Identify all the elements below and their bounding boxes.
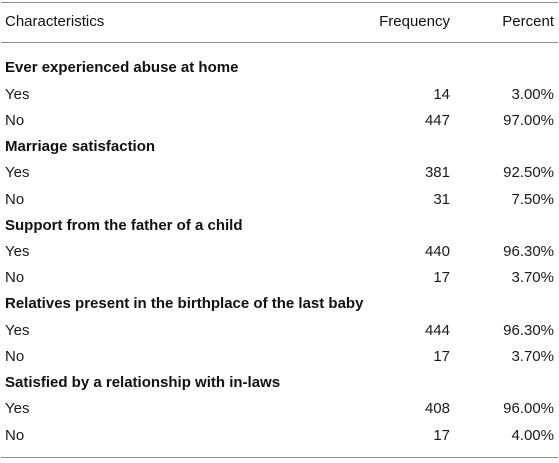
row-percent: 3.70% [511, 348, 554, 365]
section-title: Satisfied by a relationship with in-laws [5, 374, 281, 391]
section-title-row: Relatives present in the birthplace of t… [1, 291, 558, 317]
section-title: Marriage satisfaction [5, 138, 156, 155]
row-label: Yes [5, 86, 30, 103]
section-title: Ever experienced abuse at home [5, 59, 239, 76]
table-row: Yes 440 96.30% [1, 239, 558, 265]
row-label: No [5, 191, 25, 208]
row-percent: 3.00% [511, 86, 554, 103]
top-rule [1, 2, 558, 3]
bottom-rule [1, 457, 558, 458]
section-title-row: Satisfied by a relationship with in-laws [1, 370, 558, 396]
section-title-row: Support from the father of a child [1, 213, 558, 239]
row-label: No [5, 427, 25, 444]
table-header: Characteristics Frequency Percent [1, 9, 558, 35]
row-percent: 96.30% [503, 243, 554, 260]
row-label: Yes [5, 243, 30, 260]
table-row: Yes 381 92.50% [1, 160, 558, 186]
section-title: Support from the father of a child [5, 217, 243, 234]
section-title-row: Ever experienced abuse at home [1, 55, 558, 81]
row-frequency: 31 [433, 191, 450, 208]
section-title-row: Marriage satisfaction [1, 134, 558, 160]
row-percent: 7.50% [511, 191, 554, 208]
row-frequency: 17 [433, 269, 450, 286]
row-frequency: 440 [424, 243, 450, 260]
table-row: No 17 3.70% [1, 344, 558, 370]
table-row: No 17 3.70% [1, 265, 558, 291]
table-row: Yes 408 96.00% [1, 396, 558, 422]
row-percent: 96.30% [503, 322, 554, 339]
header-rule [1, 42, 558, 43]
row-label: Yes [5, 322, 30, 339]
row-label: No [5, 348, 25, 365]
row-percent: 4.00% [511, 427, 554, 444]
header-characteristics: Characteristics [5, 13, 105, 30]
section-title: Relatives present in the birthplace of t… [5, 295, 364, 312]
header-frequency: Frequency [379, 13, 450, 30]
row-percent: 3.70% [511, 269, 554, 286]
table-row: No 17 4.00% [1, 423, 558, 449]
table-row: Yes 444 96.30% [1, 318, 558, 344]
row-percent: 97.00% [503, 112, 554, 129]
table-row: No 31 7.50% [1, 187, 558, 213]
row-frequency: 14 [433, 86, 450, 103]
row-percent: 92.50% [503, 164, 554, 181]
row-frequency: 408 [424, 400, 450, 417]
table-row: Yes 14 3.00% [1, 82, 558, 108]
row-frequency: 17 [433, 348, 450, 365]
table-row: No 447 97.00% [1, 108, 558, 134]
row-label: No [5, 269, 25, 286]
row-label: Yes [5, 400, 30, 417]
row-label: No [5, 112, 25, 129]
row-frequency: 444 [424, 322, 450, 339]
row-frequency: 447 [424, 112, 450, 129]
row-frequency: 17 [433, 427, 450, 444]
row-percent: 96.00% [503, 400, 554, 417]
row-frequency: 381 [424, 164, 450, 181]
header-percent: Percent [502, 13, 554, 30]
row-label: Yes [5, 164, 30, 181]
